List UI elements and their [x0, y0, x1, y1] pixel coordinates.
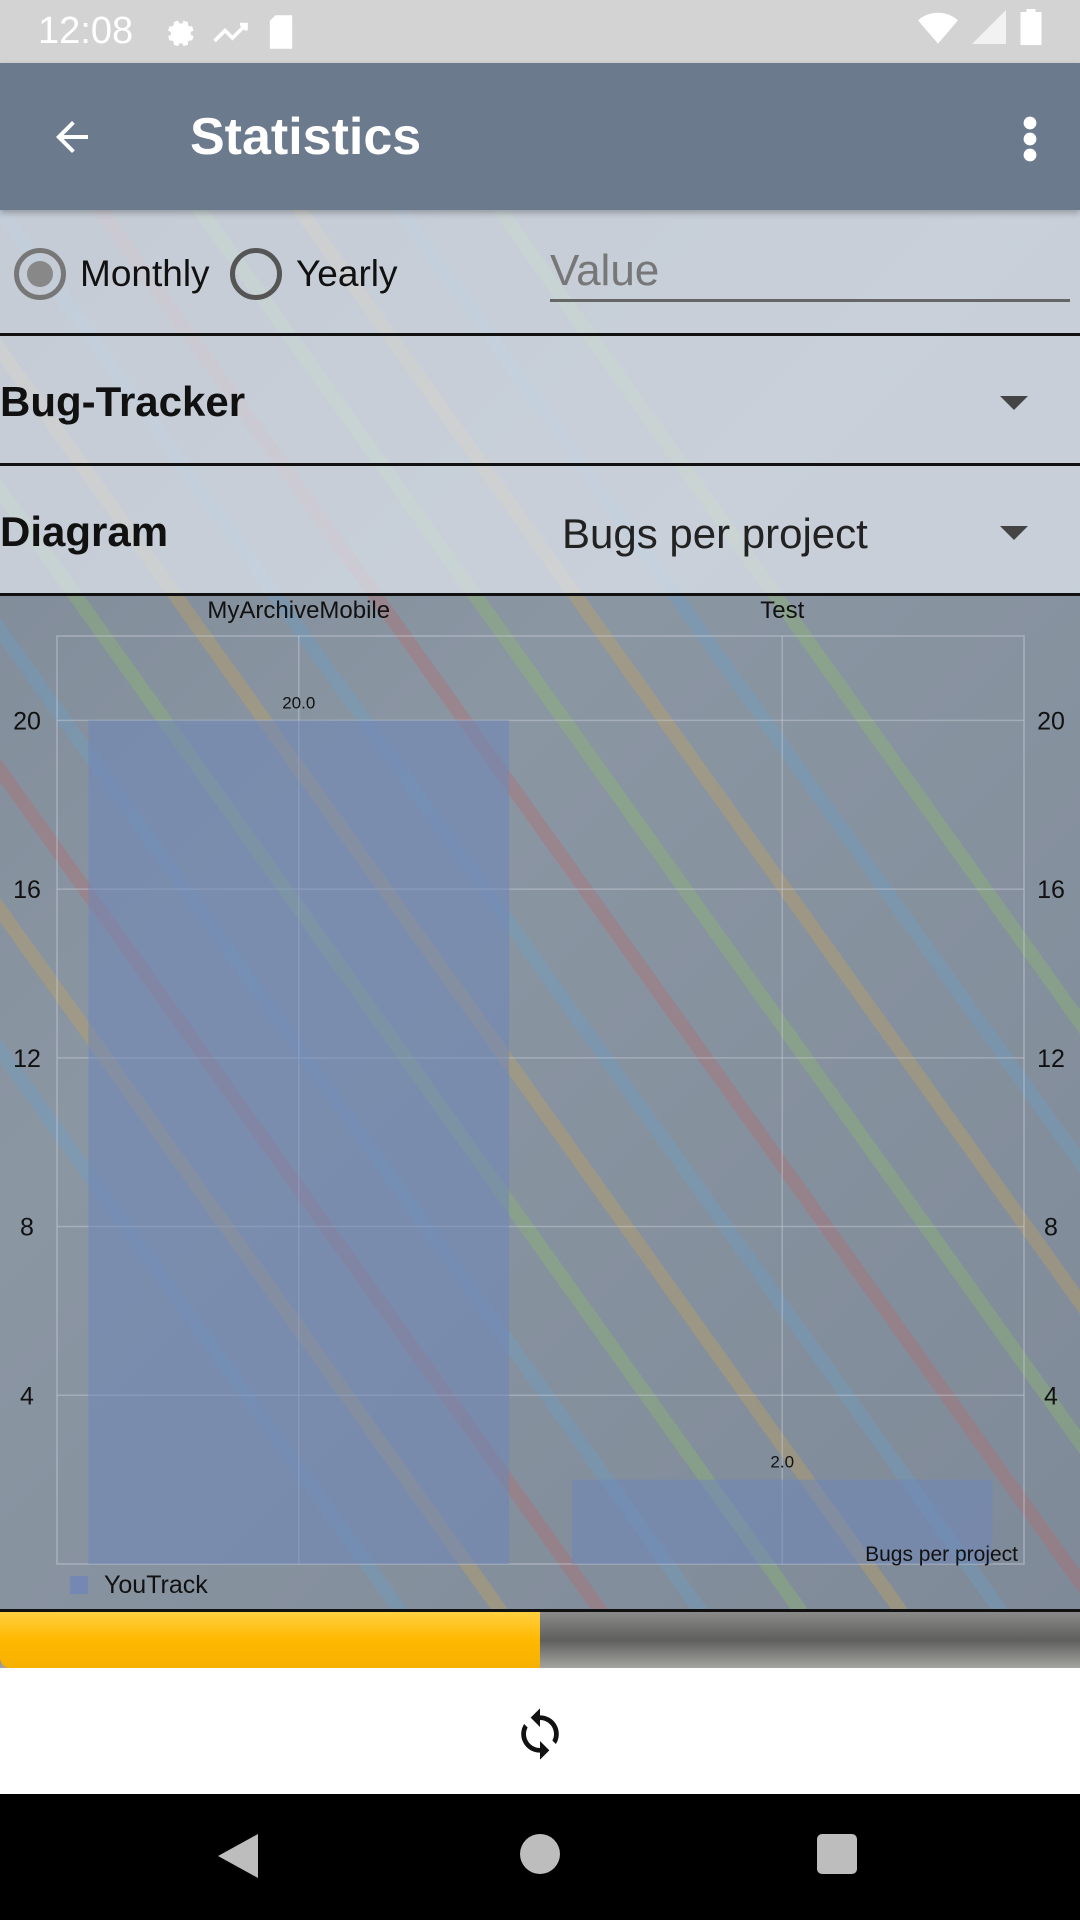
dropdown-arrow-icon [1000, 396, 1028, 410]
battery-icon [1020, 8, 1042, 55]
refresh-icon[interactable] [512, 1706, 568, 1762]
nav-recents-icon[interactable] [817, 1834, 857, 1874]
progress-fill [0, 1612, 540, 1668]
radio-yearly-label: Yearly [296, 253, 398, 294]
sd-card-icon [267, 14, 295, 49]
y-tick-label-left: 20 [13, 707, 41, 735]
legend-label: YouTrack [104, 1571, 208, 1599]
bar-value-label: 20.0 [282, 693, 315, 712]
bar-value-label: 2.0 [770, 1453, 794, 1472]
y-tick-label-left: 16 [13, 876, 41, 904]
progress-bar [0, 1612, 1080, 1668]
nav-back-icon[interactable] [218, 1834, 258, 1883]
diagram-row: Diagram Bugs per project [0, 466, 1080, 596]
y-tick-label-right: 8 [1044, 1214, 1058, 1242]
status-bar: 12:08 [0, 0, 1080, 63]
signal-icon [972, 9, 1006, 54]
radio-monthly-label: Monthly [80, 253, 210, 294]
bar-chart: 4 4 8 8 12 12 16 16 20 20 20.0 MyArchiveMobile 2.0 Te… [0, 596, 1080, 1612]
wifi-icon [918, 10, 958, 54]
diagram-label: Diagram [0, 508, 169, 555]
y-tick-label-left: 4 [20, 1382, 34, 1410]
y-tick-label-right: 4 [1044, 1382, 1058, 1410]
y-tick-label-left: 8 [20, 1214, 34, 1242]
value-input[interactable] [550, 242, 1070, 302]
nav-home-icon[interactable] [520, 1834, 560, 1874]
radio-unchecked-icon [230, 248, 282, 300]
settings-icon [161, 15, 195, 49]
trending-icon [213, 17, 249, 47]
y-tick-label-right: 16 [1037, 876, 1065, 904]
period-row: Monthly Yearly [0, 210, 1080, 336]
more-vert-icon[interactable] [1020, 115, 1040, 163]
plot-frame [56, 635, 1025, 1565]
dropdown-arrow-icon[interactable] [1000, 526, 1028, 540]
bar-test [571, 1479, 993, 1564]
radio-yearly[interactable]: Yearly [230, 248, 397, 300]
tracker-select-value: Bug-Tracker [0, 378, 246, 425]
app-bar: Statistics [0, 63, 1080, 210]
legend-swatch [70, 1576, 88, 1594]
y-tick-label-right: 12 [1037, 1045, 1065, 1073]
status-time: 12:08 [38, 10, 134, 52]
tracker-select[interactable]: Bug-Tracker [0, 336, 1080, 466]
page-title: Statistics [190, 108, 422, 166]
radio-monthly[interactable]: Monthly [14, 248, 210, 300]
radio-checked-icon [14, 248, 66, 300]
bar-myarchivemobile [88, 720, 510, 1564]
y-tick-label-left: 12 [13, 1045, 41, 1073]
bottom-action-area [0, 1668, 1080, 1794]
x-category-label: Test [760, 597, 804, 624]
x-category-label: MyArchiveMobile [207, 597, 390, 624]
diagram-select-value[interactable]: Bugs per project [562, 510, 868, 557]
arrow-back-icon[interactable] [48, 113, 96, 161]
system-navbar [0, 1794, 1080, 1920]
chart-description: Bugs per project [865, 1543, 1018, 1566]
y-tick-label-right: 20 [1037, 707, 1065, 735]
